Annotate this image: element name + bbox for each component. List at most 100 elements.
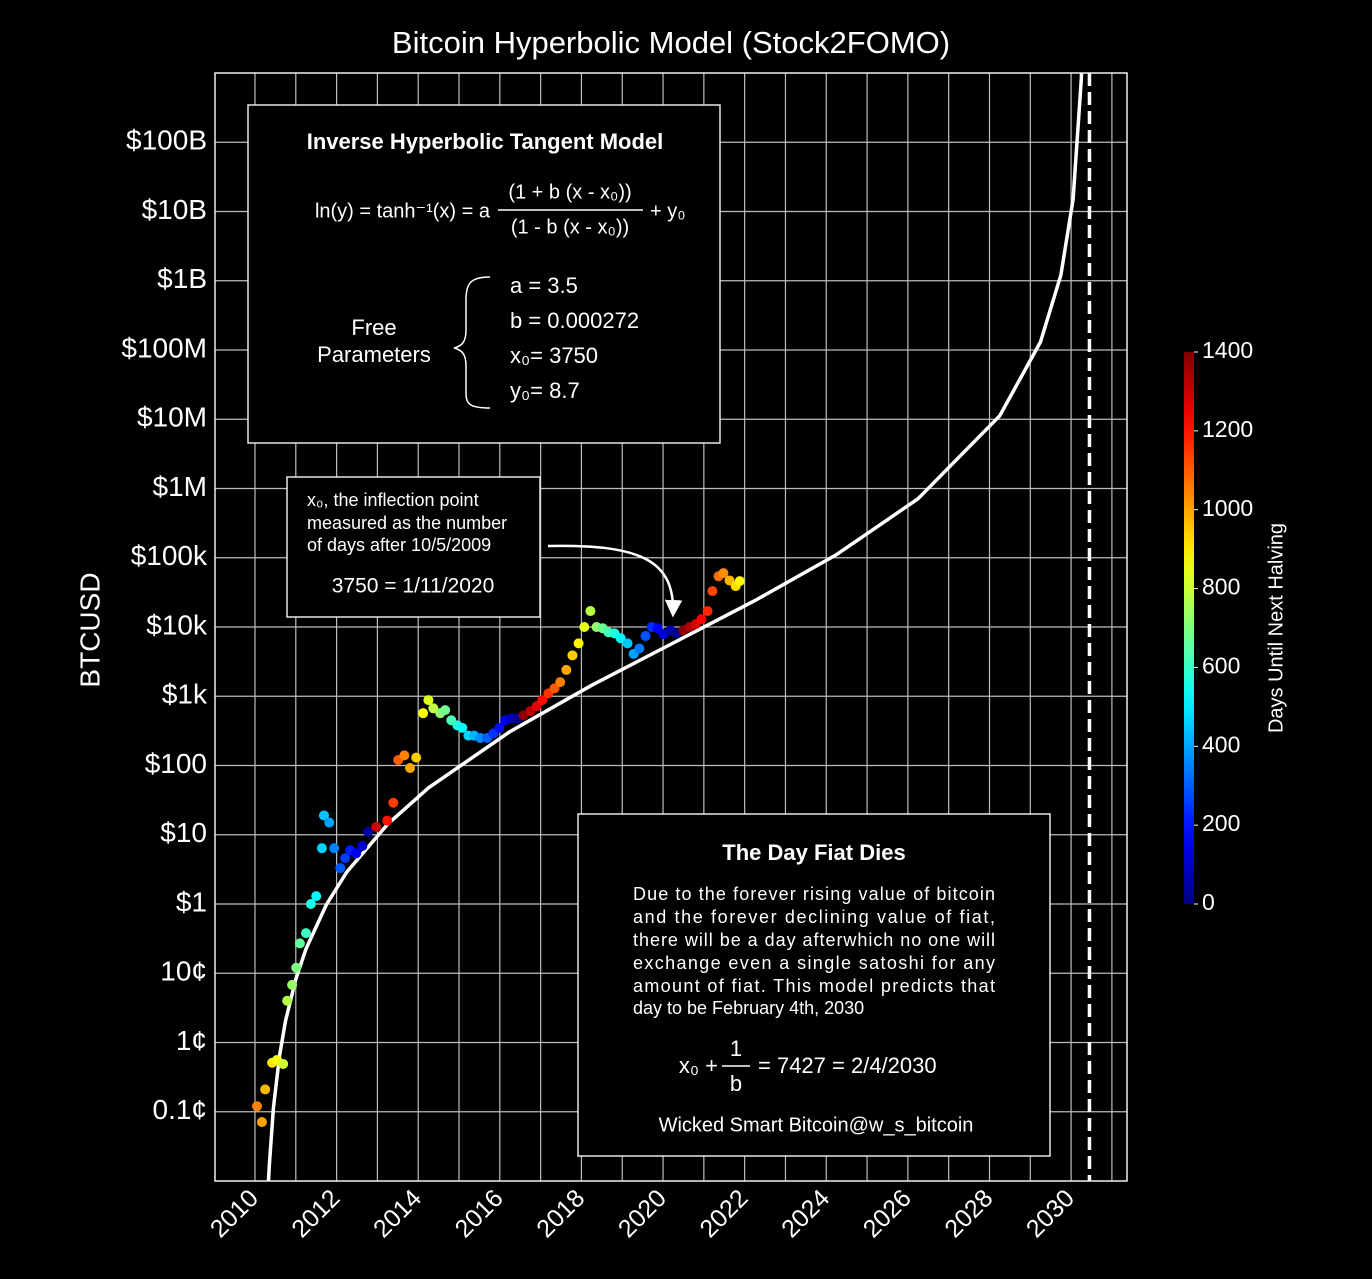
credit: Wicked Smart Bitcoin@w_s_bitcoin: [659, 1114, 974, 1136]
data-point: [734, 576, 745, 587]
data-point: [252, 1101, 263, 1112]
y-tick-label: $10M: [137, 402, 207, 433]
colorbar-label: Days Until Next Halving: [1265, 523, 1287, 733]
data-point: [357, 840, 368, 851]
data-point: [707, 586, 718, 597]
data-point: [573, 638, 584, 649]
box-title: Inverse Hyperbolic Tangent Model: [307, 129, 664, 154]
data-point: [399, 750, 410, 761]
data-point: [260, 1084, 271, 1095]
equation-numerator: (1 + b (x - x₀)): [508, 181, 631, 203]
data-point: [555, 677, 566, 688]
data-point: [300, 928, 311, 939]
data-point: [335, 863, 346, 874]
data-point: [351, 848, 362, 859]
colorbar-tick-label: 600: [1202, 653, 1240, 679]
brace: [453, 276, 491, 409]
colorbar-tick-label: 0: [1202, 889, 1215, 915]
y-tick-label: $10k: [146, 609, 208, 640]
y-tick-label: $1k: [162, 679, 208, 710]
box-line: of days after 10/5/2009: [307, 535, 491, 555]
y-tick-label: 10¢: [160, 956, 207, 987]
colorbar-gradient: [1184, 352, 1194, 904]
equation-right: + y₀: [650, 200, 686, 222]
points: [252, 568, 745, 1128]
box-line: day to be February 4th, 2030: [633, 998, 864, 1018]
model-curve: [266, 73, 1084, 1181]
parameter: a = 3.5: [510, 273, 578, 298]
y-tick-label: $1B: [157, 263, 207, 294]
data-point: [634, 643, 645, 654]
y-tick-label: 0.1¢: [153, 1094, 208, 1125]
data-point: [622, 638, 633, 649]
y-tick-label: $100B: [126, 125, 207, 156]
plot-frame: [214, 72, 1128, 1182]
model-box: Inverse Hyperbolic Tangent Model ln(y) =…: [247, 104, 721, 444]
data-point: [305, 899, 316, 909]
data-point: [696, 614, 707, 625]
y-tick-label: $10B: [142, 194, 207, 225]
data-point: [537, 695, 548, 706]
data-point: [579, 622, 590, 632]
parameter: b = 0.000272: [510, 308, 639, 333]
parameter: y₀= 8.7: [510, 378, 580, 403]
data-point: [382, 815, 393, 826]
data-point: [278, 1058, 289, 1069]
box-line: measured as the number: [307, 513, 507, 533]
equation-denominator: (1 - b (x - x₀)): [511, 216, 629, 238]
data-point: [405, 763, 416, 774]
data-point: [256, 1117, 267, 1128]
y-tick-label: $100k: [131, 540, 208, 571]
equation-numerator: 1: [730, 1036, 742, 1061]
data-point: [475, 732, 486, 743]
y-tick-label: $1M: [153, 471, 207, 502]
y-tick-label: $1: [176, 886, 207, 917]
data-point: [388, 797, 399, 808]
box-result: 3750 = 1/11/2020: [332, 575, 495, 598]
colorbar-tick-label: 800: [1202, 574, 1240, 600]
data-point: [340, 853, 351, 864]
equation-left: ln(y) = tanh⁻¹(x) = a: [315, 200, 491, 222]
equation-denominator: b: [730, 1071, 742, 1096]
box-line: and the forever declining value of fiat,: [633, 907, 995, 927]
parameter: x₀= 3750: [510, 343, 598, 368]
data-point: [615, 633, 626, 644]
equation-right: = 7427 = 2/4/2030: [758, 1053, 937, 1078]
data-point: [294, 938, 305, 949]
colorbar-tick-label: 1200: [1202, 416, 1253, 442]
box-title: The Day Fiat Dies: [722, 840, 905, 865]
y-tick-label: $10: [160, 817, 207, 848]
y-axis-label: BTCUSD: [74, 572, 105, 687]
data-point: [291, 962, 302, 973]
colorbar-tick-label: 200: [1202, 810, 1240, 836]
free-label: Free: [351, 315, 396, 340]
equation-left: x₀ +: [679, 1053, 718, 1078]
box-frame: [577, 813, 1051, 1157]
data-point: [585, 606, 596, 617]
colorbar: Days Until Next Halving 0 200 400 600 800 100…: [1184, 337, 1287, 915]
box-frame: [286, 476, 541, 618]
colorbar-tick-label: 1400: [1202, 337, 1253, 363]
fiat-box: The Day Fiat Dies Due to the forever ris…: [577, 813, 1051, 1157]
data-point: [494, 722, 505, 733]
data-point: [318, 810, 329, 821]
data-point: [316, 843, 327, 854]
data-point: [567, 650, 578, 661]
colorbar-tick-label: 400: [1202, 731, 1240, 757]
data-point: [423, 695, 434, 706]
data-point: [324, 817, 335, 828]
data-point: [561, 664, 572, 675]
data-point: [311, 891, 322, 902]
box-frame: [247, 104, 721, 444]
colorbar-tick-label: 1000: [1202, 495, 1253, 521]
data-point: [287, 979, 298, 990]
y-tick-label: 1¢: [176, 1025, 207, 1056]
data-point: [457, 722, 468, 733]
inflection-box: x₀, the inflection point measured as the…: [286, 476, 683, 618]
data-point: [440, 705, 451, 716]
data-point: [363, 826, 374, 837]
data-point: [718, 568, 729, 579]
curve-layer: [266, 73, 1092, 1181]
data-point: [411, 752, 422, 763]
chart-title: Bitcoin Hyperbolic Model (Stock2FOMO): [392, 25, 950, 60]
